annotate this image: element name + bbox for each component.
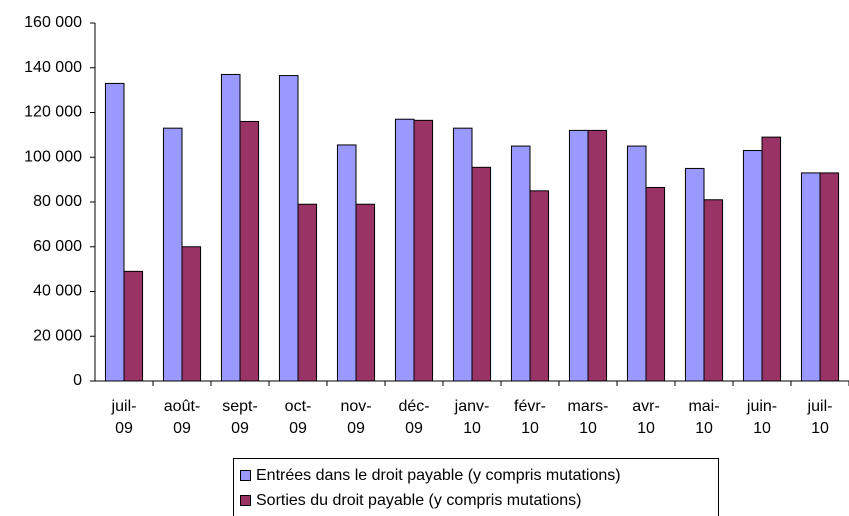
y-tick-label: 140 000 <box>24 59 82 76</box>
bar <box>703 199 724 382</box>
legend-item: Sorties du droit payable (y compris muta… <box>240 488 718 513</box>
bar <box>742 150 763 382</box>
bar <box>761 136 782 382</box>
x-tick-label: déc-09 <box>398 398 430 437</box>
x-tick-label: mars-10 <box>567 398 609 437</box>
bar <box>220 73 241 382</box>
legend-label: Entrées dans le droit payable (y compris… <box>256 466 621 484</box>
bar <box>587 129 608 382</box>
x-tick-label: juil-09 <box>111 398 137 437</box>
x-tick-label: juin-10 <box>746 398 778 437</box>
x-tick-label: nov-09 <box>340 398 372 437</box>
bar <box>413 119 434 382</box>
x-tick-label: sept-09 <box>222 398 258 437</box>
bar <box>162 127 183 382</box>
bar <box>684 167 705 382</box>
x-tick-label: oct-09 <box>284 398 312 437</box>
legend-swatch <box>240 470 251 481</box>
legend-item: Entrées dans le droit payable (y compris… <box>240 463 718 488</box>
x-tick-label: juil-10 <box>807 398 833 437</box>
y-tick-label: 100 000 <box>24 148 82 165</box>
bar <box>394 118 415 382</box>
bar <box>104 82 125 382</box>
legend-swatch <box>240 495 251 506</box>
bar <box>123 270 144 382</box>
x-tick-label: févr-10 <box>514 398 546 437</box>
bar <box>568 129 589 382</box>
bar <box>645 186 666 382</box>
bar <box>471 166 492 382</box>
bar <box>278 75 299 382</box>
bar <box>355 203 376 382</box>
y-tick-label: 80 000 <box>33 193 82 210</box>
bar <box>297 203 318 382</box>
bar <box>181 246 202 382</box>
x-tick-label: mai-10 <box>688 398 720 437</box>
y-tick-label: 60 000 <box>33 238 82 255</box>
bar <box>626 145 647 382</box>
bar <box>336 144 357 382</box>
y-tick-label: 120 000 <box>24 104 82 121</box>
y-tick-label: 160 000 <box>24 14 82 31</box>
bar <box>800 172 821 382</box>
legend: Entrées dans le droit payable (y compris… <box>233 458 719 516</box>
x-tick-label: avr-10 <box>632 398 660 437</box>
bar <box>452 127 473 382</box>
y-tick-label: 0 <box>73 372 82 389</box>
y-tick-label: 40 000 <box>33 283 82 300</box>
bar <box>239 120 260 382</box>
legend-label: Sorties du droit payable (y compris muta… <box>256 491 582 509</box>
y-tick-label: 20 000 <box>33 327 82 344</box>
x-tick-label: août-09 <box>163 398 201 437</box>
bar <box>819 172 840 382</box>
bar <box>510 145 531 382</box>
x-tick-label: janv-10 <box>454 398 490 437</box>
bar <box>529 190 550 382</box>
